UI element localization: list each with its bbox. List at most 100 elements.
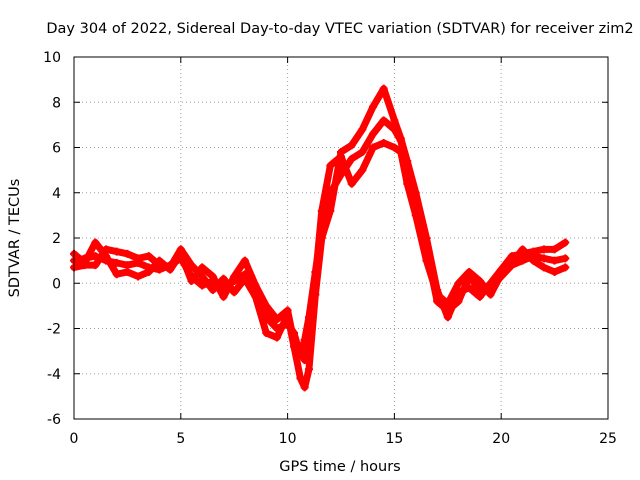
x-tick-label: 20 bbox=[492, 431, 510, 447]
data-point bbox=[550, 267, 559, 276]
data-point bbox=[176, 249, 185, 258]
data-point bbox=[219, 274, 228, 283]
data-point bbox=[475, 276, 484, 285]
y-axis-label: SDTVAR / TECUs bbox=[7, 179, 23, 298]
data-point bbox=[539, 263, 548, 272]
data-point bbox=[465, 267, 474, 276]
x-tick-label: 10 bbox=[279, 431, 297, 447]
data-point bbox=[290, 338, 299, 347]
data-point bbox=[369, 102, 378, 111]
data-point bbox=[144, 252, 153, 261]
data-point bbox=[91, 261, 100, 270]
data-point bbox=[369, 143, 378, 152]
x-tick-label: 0 bbox=[70, 431, 79, 447]
data-point bbox=[539, 245, 548, 254]
data-point bbox=[497, 270, 506, 279]
x-tick-label: 5 bbox=[176, 431, 185, 447]
data-point bbox=[561, 254, 570, 263]
data-point bbox=[283, 306, 292, 315]
data-point bbox=[240, 274, 249, 283]
y-tick-label: 8 bbox=[52, 95, 61, 111]
data-point bbox=[550, 256, 559, 265]
data-point bbox=[166, 265, 175, 274]
data-point bbox=[304, 329, 313, 338]
data-point bbox=[272, 333, 281, 342]
data-point bbox=[123, 249, 132, 258]
data-point bbox=[396, 148, 405, 157]
x-tick-label: 25 bbox=[599, 431, 617, 447]
data-series bbox=[70, 84, 570, 392]
data-point bbox=[326, 161, 335, 170]
data-point bbox=[144, 267, 153, 276]
y-tick-label: 6 bbox=[52, 141, 61, 157]
data-point bbox=[475, 292, 484, 301]
data-point bbox=[240, 256, 249, 265]
data-point bbox=[155, 256, 164, 265]
chart-title: Day 304 of 2022, Sidereal Day-to-day VTE… bbox=[46, 21, 633, 37]
data-point bbox=[486, 290, 495, 299]
x-tick-label: 15 bbox=[385, 431, 403, 447]
data-point bbox=[390, 143, 399, 152]
data-point bbox=[539, 254, 548, 263]
data-point bbox=[379, 84, 388, 93]
tick-labels: 0 5 10 15 20 25 -6 -4 -2 0 2 4 6 8 10 bbox=[43, 50, 617, 447]
data-point bbox=[358, 166, 367, 175]
data-point bbox=[529, 247, 538, 256]
data-point bbox=[112, 247, 121, 256]
series-2 bbox=[70, 138, 570, 365]
data-point bbox=[443, 313, 452, 322]
data-point bbox=[112, 270, 121, 279]
data-point bbox=[443, 299, 452, 308]
data-point bbox=[102, 252, 111, 261]
data-point bbox=[134, 254, 143, 263]
data-point bbox=[358, 125, 367, 134]
data-point bbox=[311, 274, 320, 283]
data-point bbox=[561, 263, 570, 272]
data-point bbox=[454, 279, 463, 288]
data-point bbox=[123, 267, 132, 276]
plot-frame bbox=[73, 56, 609, 420]
data-point bbox=[337, 152, 345, 161]
data-point bbox=[347, 141, 356, 150]
data-point bbox=[272, 315, 281, 324]
data-point bbox=[262, 301, 271, 310]
data-point bbox=[300, 356, 309, 365]
y-tick-label: 10 bbox=[43, 50, 61, 66]
data-point bbox=[507, 258, 516, 267]
data-point bbox=[518, 245, 527, 254]
data-point bbox=[296, 374, 305, 383]
data-point bbox=[123, 261, 132, 270]
data-point bbox=[187, 276, 196, 285]
data-point bbox=[208, 286, 217, 295]
data-point bbox=[326, 206, 335, 215]
data-point bbox=[91, 238, 100, 247]
data-point bbox=[251, 281, 260, 290]
y-tick-label: 4 bbox=[52, 186, 61, 202]
data-point bbox=[347, 179, 356, 188]
y-tick-label: 0 bbox=[52, 276, 61, 292]
data-point bbox=[396, 134, 405, 143]
series-trace bbox=[70, 139, 569, 364]
data-point bbox=[317, 206, 326, 215]
data-point bbox=[411, 211, 420, 220]
data-point bbox=[304, 365, 313, 374]
y-tick-label: 2 bbox=[52, 231, 61, 247]
data-point bbox=[230, 288, 239, 297]
data-point bbox=[379, 116, 388, 125]
y-tick-label: -4 bbox=[47, 367, 61, 383]
data-point bbox=[369, 129, 378, 138]
y-tick-label: -6 bbox=[47, 412, 61, 428]
y-tick-label: -2 bbox=[47, 322, 61, 338]
data-point bbox=[198, 263, 207, 272]
x-axis-label: GPS time / hours bbox=[279, 459, 400, 475]
data-point bbox=[561, 238, 570, 247]
data-point bbox=[379, 138, 388, 147]
data-point bbox=[347, 154, 356, 163]
data-point bbox=[529, 256, 538, 265]
data-point bbox=[422, 256, 431, 265]
data-point bbox=[219, 292, 228, 301]
data-point bbox=[198, 281, 207, 290]
data-point bbox=[208, 272, 217, 281]
data-point bbox=[403, 179, 412, 188]
